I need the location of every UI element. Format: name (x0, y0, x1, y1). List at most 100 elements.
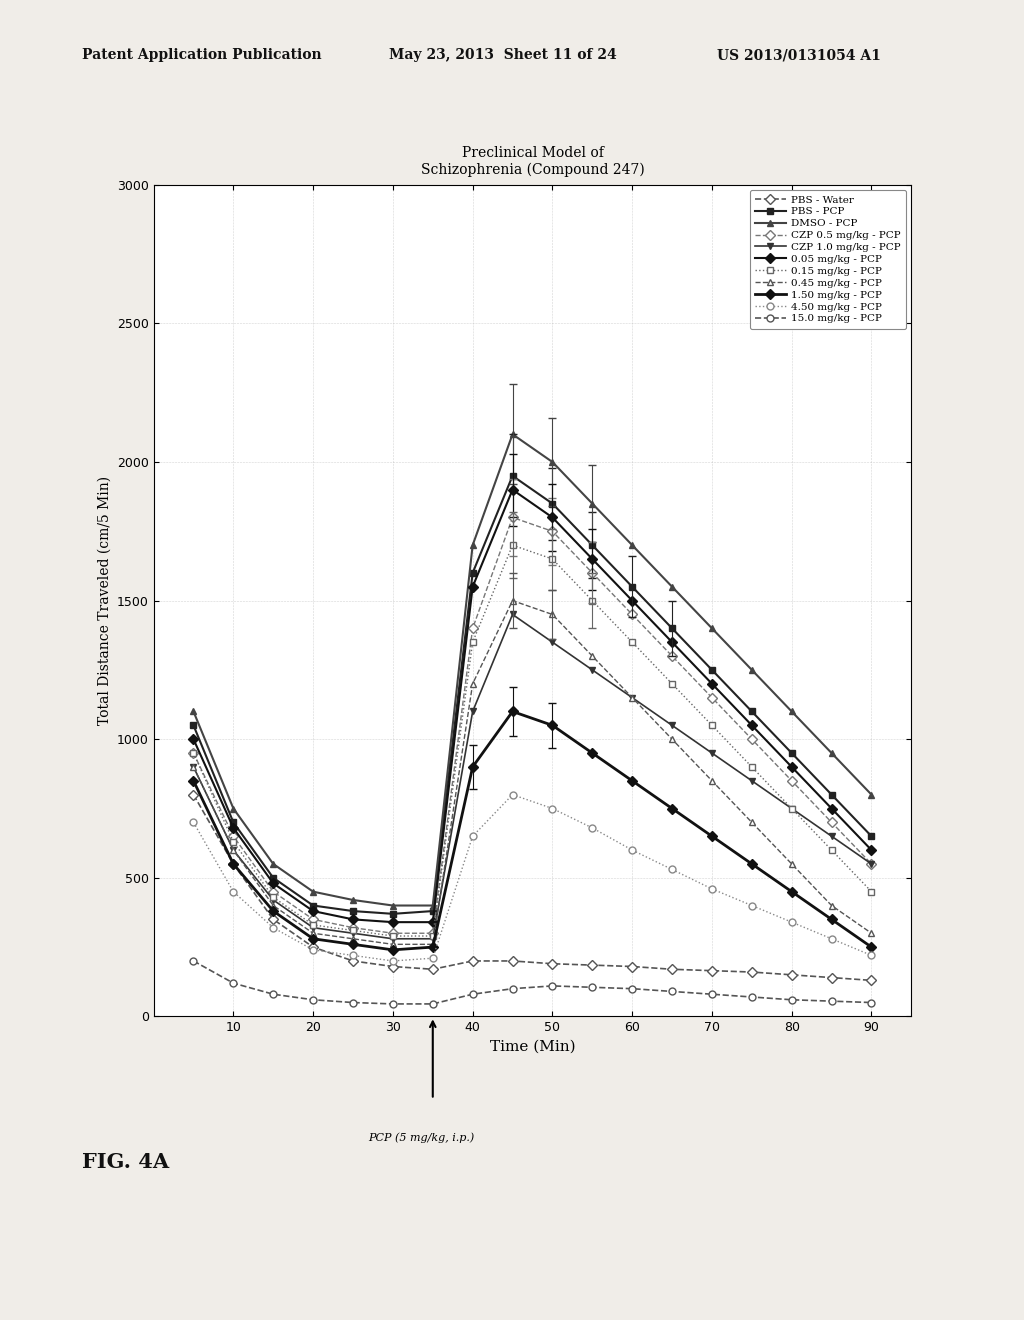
CZP 0.5 mg/kg - PCP (307, 911, 319, 927)
Line: 0.05 mg/kg - PCP: 0.05 mg/kg - PCP (190, 486, 874, 925)
0.05 mg/kg - PCP (427, 915, 439, 931)
0.15 mg/kg - PCP (785, 800, 798, 816)
PBS - PCP (586, 537, 598, 553)
DMSO - PCP (267, 855, 280, 871)
1.50 mg/kg - PCP (626, 772, 638, 788)
1.50 mg/kg - PCP (785, 884, 798, 900)
PBS - Water (347, 953, 359, 969)
4.50 mg/kg - PCP (865, 948, 878, 964)
0.05 mg/kg - PCP (267, 875, 280, 891)
PBS - PCP (227, 814, 240, 830)
PBS - PCP (507, 469, 519, 484)
Text: FIG. 4A: FIG. 4A (82, 1152, 169, 1172)
CZP 0.5 mg/kg - PCP (706, 689, 718, 705)
Line: 4.50 mg/kg - PCP: 4.50 mg/kg - PCP (190, 791, 874, 965)
15.0 mg/kg - PCP (467, 986, 479, 1002)
0.45 mg/kg - PCP (706, 772, 718, 788)
CZP 0.5 mg/kg - PCP (427, 925, 439, 941)
CZP 0.5 mg/kg - PCP (507, 510, 519, 525)
15.0 mg/kg - PCP (427, 997, 439, 1012)
0.45 mg/kg - PCP (467, 676, 479, 692)
CZP 1.0 mg/kg - PCP (307, 920, 319, 936)
PBS - PCP (546, 495, 558, 511)
0.15 mg/kg - PCP (825, 842, 838, 858)
0.15 mg/kg - PCP (387, 928, 399, 944)
CZP 0.5 mg/kg - PCP (227, 829, 240, 845)
PBS - Water (507, 953, 519, 969)
PBS - PCP (387, 906, 399, 921)
0.05 mg/kg - PCP (347, 911, 359, 927)
15.0 mg/kg - PCP (387, 997, 399, 1012)
Legend: PBS - Water, PBS - PCP, DMSO - PCP, CZP 0.5 mg/kg - PCP, CZP 1.0 mg/kg - PCP, 0.: PBS - Water, PBS - PCP, DMSO - PCP, CZP … (750, 190, 906, 329)
1.50 mg/kg - PCP (227, 855, 240, 871)
15.0 mg/kg - PCP (347, 995, 359, 1011)
1.50 mg/kg - PCP (187, 772, 200, 788)
CZP 1.0 mg/kg - PCP (825, 829, 838, 845)
CZP 0.5 mg/kg - PCP (865, 855, 878, 871)
15.0 mg/kg - PCP (307, 991, 319, 1007)
4.50 mg/kg - PCP (546, 800, 558, 816)
Line: PBS - PCP: PBS - PCP (190, 473, 874, 917)
CZP 1.0 mg/kg - PCP (706, 744, 718, 760)
15.0 mg/kg - PCP (865, 995, 878, 1011)
0.15 mg/kg - PCP (546, 552, 558, 568)
PBS - Water (267, 911, 280, 927)
CZP 1.0 mg/kg - PCP (507, 607, 519, 623)
PBS - Water (467, 953, 479, 969)
0.15 mg/kg - PCP (745, 759, 758, 775)
1.50 mg/kg - PCP (347, 936, 359, 952)
1.50 mg/kg - PCP (387, 942, 399, 958)
0.45 mg/kg - PCP (865, 925, 878, 941)
1.50 mg/kg - PCP (507, 704, 519, 719)
1.50 mg/kg - PCP (546, 717, 558, 733)
PBS - Water (785, 966, 798, 982)
0.45 mg/kg - PCP (347, 931, 359, 946)
1.50 mg/kg - PCP (586, 744, 598, 760)
DMSO - PCP (427, 898, 439, 913)
CZP 0.5 mg/kg - PCP (467, 620, 479, 636)
PBS - PCP (187, 717, 200, 733)
0.45 mg/kg - PCP (546, 607, 558, 623)
CZP 1.0 mg/kg - PCP (347, 925, 359, 941)
0.15 mg/kg - PCP (626, 634, 638, 649)
PBS - PCP (347, 903, 359, 919)
CZP 1.0 mg/kg - PCP (267, 892, 280, 908)
PBS - Water (745, 964, 758, 979)
0.45 mg/kg - PCP (825, 898, 838, 913)
0.45 mg/kg - PCP (187, 759, 200, 775)
0.45 mg/kg - PCP (745, 814, 758, 830)
Line: PBS - Water: PBS - Water (190, 791, 874, 983)
0.05 mg/kg - PCP (507, 482, 519, 498)
15.0 mg/kg - PCP (507, 981, 519, 997)
0.15 mg/kg - PCP (467, 634, 479, 649)
CZP 1.0 mg/kg - PCP (626, 689, 638, 705)
Text: US 2013/0131054 A1: US 2013/0131054 A1 (717, 49, 881, 62)
Line: CZP 1.0 mg/kg - PCP: CZP 1.0 mg/kg - PCP (190, 611, 874, 942)
PBS - Water (586, 957, 598, 973)
Line: 1.50 mg/kg - PCP: 1.50 mg/kg - PCP (190, 708, 874, 953)
15.0 mg/kg - PCP (825, 993, 838, 1008)
CZP 0.5 mg/kg - PCP (586, 565, 598, 581)
Y-axis label: Total Distance Traveled (cm/5 Min): Total Distance Traveled (cm/5 Min) (97, 477, 112, 725)
DMSO - PCP (706, 620, 718, 636)
CZP 1.0 mg/kg - PCP (745, 772, 758, 788)
CZP 1.0 mg/kg - PCP (387, 931, 399, 946)
CZP 0.5 mg/kg - PCP (546, 523, 558, 539)
0.45 mg/kg - PCP (307, 925, 319, 941)
CZP 1.0 mg/kg - PCP (427, 931, 439, 946)
DMSO - PCP (387, 898, 399, 913)
4.50 mg/kg - PCP (467, 829, 479, 845)
0.15 mg/kg - PCP (267, 890, 280, 906)
15.0 mg/kg - PCP (546, 978, 558, 994)
PBS - Water (706, 962, 718, 978)
CZP 1.0 mg/kg - PCP (546, 634, 558, 649)
0.05 mg/kg - PCP (745, 717, 758, 733)
0.45 mg/kg - PCP (387, 936, 399, 952)
0.15 mg/kg - PCP (227, 834, 240, 850)
4.50 mg/kg - PCP (507, 787, 519, 803)
0.45 mg/kg - PCP (666, 731, 678, 747)
0.15 mg/kg - PCP (307, 917, 319, 933)
PBS - Water (427, 961, 439, 977)
0.15 mg/kg - PCP (666, 676, 678, 692)
4.50 mg/kg - PCP (745, 898, 758, 913)
